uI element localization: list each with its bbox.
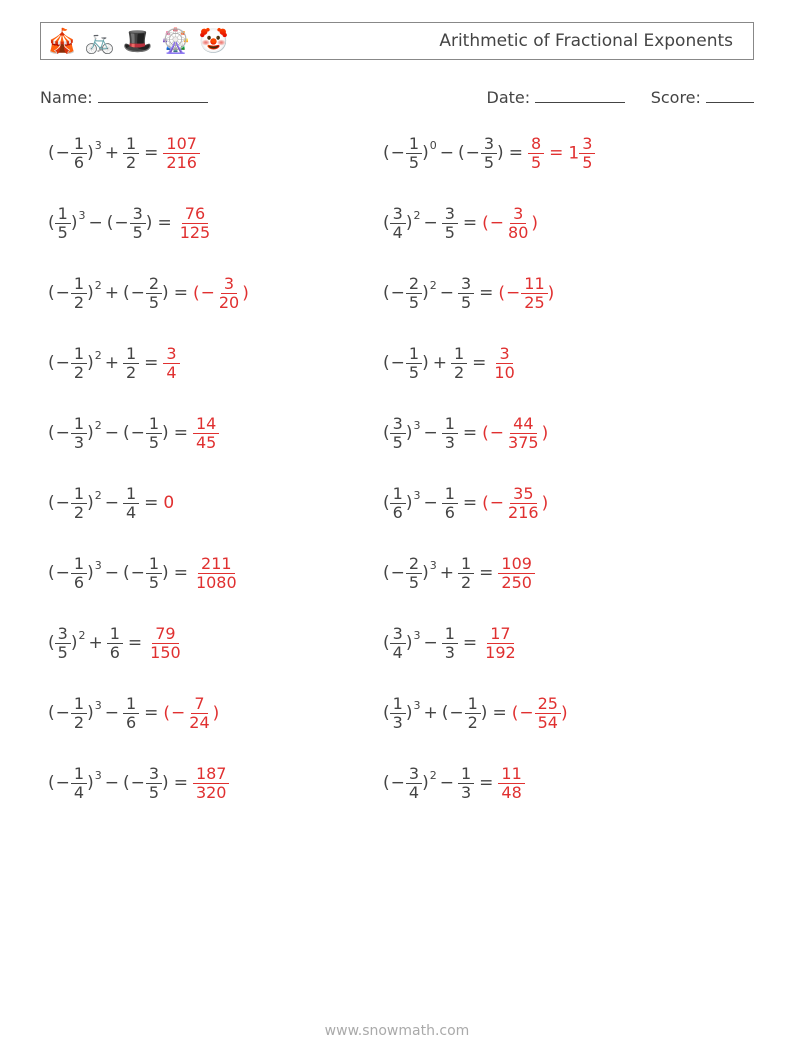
header-icon: 🎪 — [47, 29, 77, 53]
problem: (−25)2−35=(−1125) — [383, 270, 718, 316]
problem: (16)3−16=(−35216) — [383, 480, 718, 526]
answer: (−724) — [163, 696, 219, 731]
problem: (−12)3−16=(−724) — [48, 690, 383, 736]
meta-row: Name: Date: Score: — [40, 88, 754, 107]
problem: (13)3+(−12)=(−2554) — [383, 690, 718, 736]
answer: 1148 — [498, 766, 524, 801]
name-blank[interactable] — [98, 88, 208, 103]
footer-url: www.snowmath.com — [0, 1023, 794, 1039]
answer: 2111080 — [193, 556, 240, 591]
problem: (−15)0−(−35)=85=135 — [383, 130, 718, 176]
answer: 34 — [163, 346, 179, 381]
header-icon: 🤡 — [199, 29, 229, 53]
answer: 85=135 — [528, 136, 595, 171]
problem: (−15)+12=310 — [383, 340, 718, 386]
date-blank[interactable] — [535, 88, 625, 103]
answer: 1445 — [193, 416, 219, 451]
answer: 187320 — [193, 766, 230, 801]
header-icon: 🚲 — [85, 29, 115, 53]
header-icon: 🎡 — [161, 29, 191, 53]
header: 🎪 🚲 🎩 🎡 🤡 Arithmetic of Fractional Exponents — [40, 22, 754, 60]
answer: (−44375) — [482, 416, 548, 451]
problem: (34)3−13=17192 — [383, 620, 718, 666]
score-blank[interactable] — [706, 88, 754, 103]
answer: 76125 — [177, 206, 214, 241]
problem: (−16)3+12=107216 — [48, 130, 383, 176]
answer: (−2554) — [512, 696, 568, 731]
answer: 107216 — [163, 136, 200, 171]
problem: (−34)2−13=1148 — [383, 760, 718, 806]
header-icon: 🎩 — [123, 29, 153, 53]
problem: (35)2+16=79150 — [48, 620, 383, 666]
name-field: Name: — [40, 88, 208, 107]
answer: (−1125) — [498, 276, 554, 311]
problem: (−12)2+12=34 — [48, 340, 383, 386]
problem: (15)3−(−35)=76125 — [48, 200, 383, 246]
name-label: Name: — [40, 88, 93, 107]
date-label: Date: — [487, 88, 531, 107]
problem-grid: (−16)3+12=107216(−15)0−(−35)=85=135(15)3… — [48, 130, 754, 806]
worksheet-title: Arithmetic of Fractional Exponents — [439, 31, 753, 51]
answer: (−320) — [193, 276, 249, 311]
header-icons: 🎪 🚲 🎩 🎡 🤡 — [41, 29, 228, 53]
score-label: Score: — [651, 88, 701, 107]
answer: 0 — [163, 493, 174, 513]
problem: (−16)3−(−15)=2111080 — [48, 550, 383, 596]
answer: 310 — [491, 346, 517, 381]
problem: (−12)2+(−25)=(−320) — [48, 270, 383, 316]
problem: (−12)2−14=0 — [48, 480, 383, 526]
date-score: Date: Score: — [487, 88, 754, 107]
problem: (−25)3+12=109250 — [383, 550, 718, 596]
problem: (−13)2−(−15)=1445 — [48, 410, 383, 456]
problem: (34)2−35=(−380) — [383, 200, 718, 246]
answer: 79150 — [147, 626, 184, 661]
answer: 17192 — [482, 626, 519, 661]
answer: 109250 — [498, 556, 535, 591]
answer: (−35216) — [482, 486, 548, 521]
problem: (35)3−13=(−44375) — [383, 410, 718, 456]
answer: (−380) — [482, 206, 538, 241]
problem: (−14)3−(−35)=187320 — [48, 760, 383, 806]
